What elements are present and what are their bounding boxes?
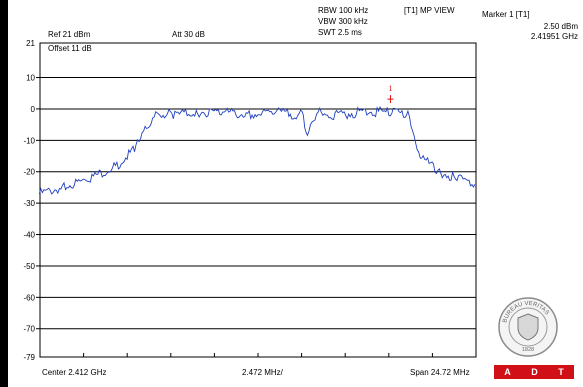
marker-title: Marker 1 [T1] (482, 10, 530, 19)
offset-label: Offset 11 dB (48, 44, 92, 53)
bureau-veritas-seal-icon: BUREAU VERITAS 1828 (498, 297, 558, 357)
left-border (0, 0, 8, 387)
vbw-label: VBW 300 kHz (318, 17, 368, 26)
adt-letter-a: A (504, 367, 511, 377)
span-label: Span 24.72 MHz (410, 368, 470, 377)
adt-letter-d: D (531, 367, 538, 377)
frequency-per-division-label: 2.472 MHz/ (242, 368, 283, 377)
marker-frequency: 2.41951 GHz (530, 32, 578, 41)
trace-mode-label: [T1] MP VIEW (404, 6, 455, 15)
y-tick-label: -10 (23, 136, 35, 145)
y-tick-label: -60 (23, 293, 35, 302)
ref-level-label: Ref 21 dBm (48, 30, 91, 39)
rbw-label: RBW 100 kHz (318, 6, 369, 15)
y-tick-label: -70 (23, 325, 35, 334)
sweep-time-label: SWT 2.5 ms (318, 28, 362, 37)
attenuation-label: Att 30 dB (172, 30, 205, 39)
seal-year: 1828 (522, 347, 534, 353)
y-tick-label-bottom: -79 (23, 353, 35, 362)
y-tick-label-top: 21 (26, 39, 35, 48)
plot-frame (39, 42, 477, 358)
y-tick-label: -30 (23, 199, 35, 208)
y-tick-label: 10 (26, 74, 35, 83)
y-tick-label: 0 (31, 105, 36, 114)
center-frequency-label: Center 2.412 GHz (42, 368, 107, 377)
trace-line (38, 106, 476, 195)
y-tick-label: -40 (23, 231, 35, 240)
y-tick-label: -20 (23, 168, 35, 177)
marker-level: 2.50 dBm (543, 22, 578, 31)
y-tick-label: -50 (23, 262, 35, 271)
adt-logo: A D T (494, 365, 574, 379)
adt-letter-t: T (558, 367, 564, 377)
marker-1-label: 1 (388, 84, 392, 93)
